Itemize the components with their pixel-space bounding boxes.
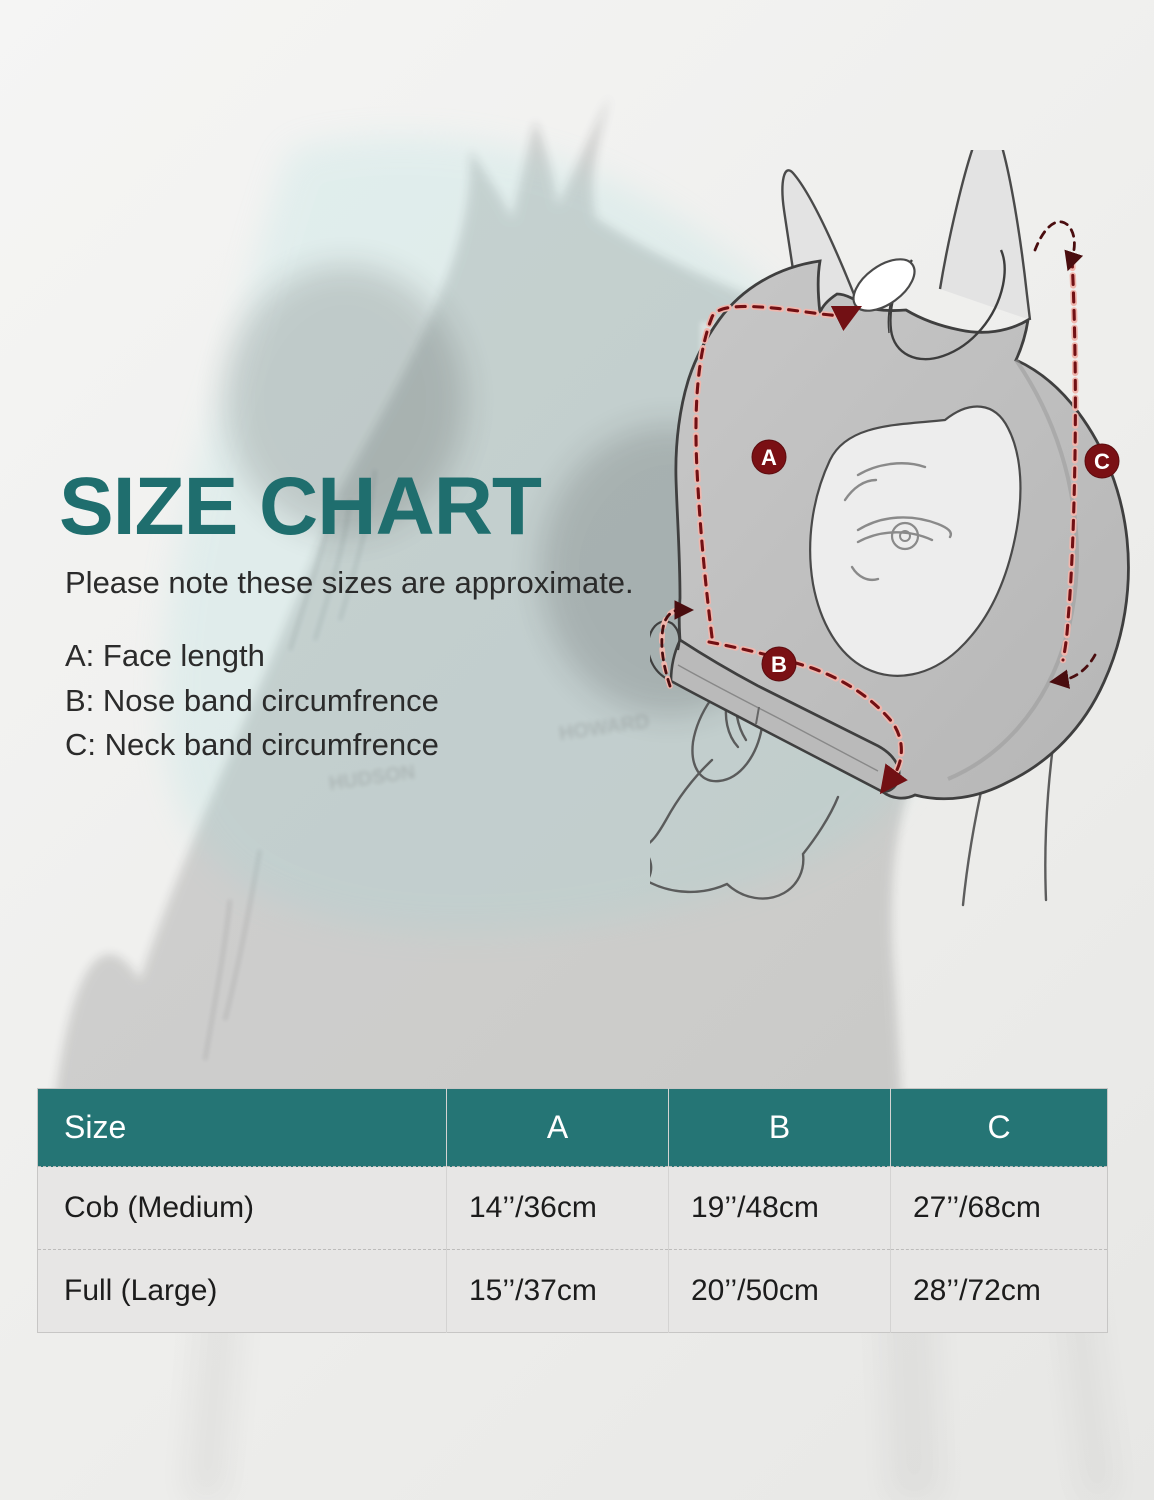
svg-text:A: A: [761, 445, 777, 470]
svg-text:B: B: [771, 652, 787, 677]
svg-text:C: C: [1094, 449, 1110, 474]
